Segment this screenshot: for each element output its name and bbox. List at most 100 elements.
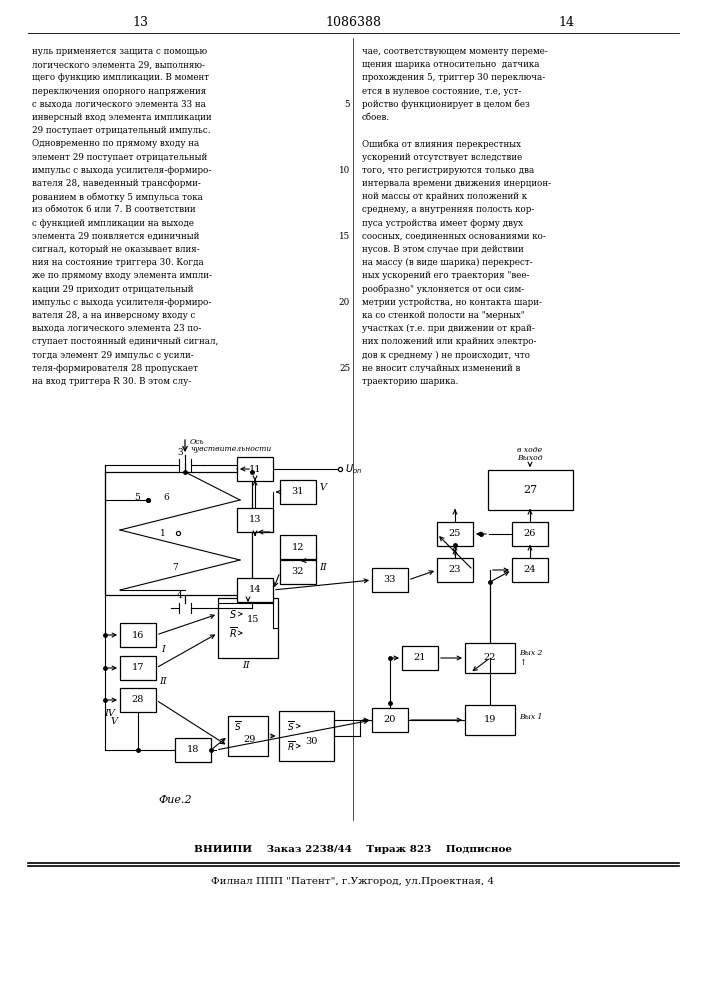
Text: них положений или крайних электро-: них положений или крайних электро- (362, 337, 537, 346)
Text: нусов. В этом случае при действии: нусов. В этом случае при действии (362, 245, 524, 254)
Text: 25: 25 (449, 530, 461, 538)
Text: V: V (110, 717, 117, 726)
Bar (237, 578, 273, 602)
Text: IV: IV (105, 710, 115, 718)
Text: ускорений отсутствует вследствие: ускорений отсутствует вследствие (362, 153, 522, 162)
Text: ных ускорений его траектория "вее-: ных ускорений его траектория "вее- (362, 271, 530, 280)
Text: 13: 13 (249, 516, 262, 524)
Text: импульс с выхода усилителя-формиро-: импульс с выхода усилителя-формиро- (32, 298, 211, 307)
Text: 29 поступает отрицательный импульс.: 29 поступает отрицательный импульс. (32, 126, 211, 135)
Bar (465, 705, 515, 735)
Bar (120, 656, 156, 680)
Text: ступает постоянный единичный сигнал,: ступает постоянный единичный сигнал, (32, 337, 218, 346)
Text: $\overline{S}$: $\overline{S}$ (229, 607, 237, 621)
Bar (120, 623, 156, 647)
Text: Ось: Ось (190, 438, 204, 446)
Text: сбоев.: сбоев. (362, 113, 390, 122)
Text: вателя 28, наведенный трансформи-: вателя 28, наведенный трансформи- (32, 179, 201, 188)
Bar (279, 711, 334, 761)
Text: логического элемента 29, выполняю-: логического элемента 29, выполняю- (32, 60, 205, 69)
Text: V: V (320, 483, 327, 491)
Bar (228, 716, 268, 756)
Text: элемент 29 поступает отрицательный: элемент 29 поступает отрицательный (32, 153, 207, 162)
Text: Ошибка от влияния перекрестных: Ошибка от влияния перекрестных (362, 139, 521, 149)
Text: переключения опорного напряжения: переключения опорного напряжения (32, 87, 206, 96)
Text: ВНИИПИ    Заказ 2238/44    Тираж 823    Подписное: ВНИИПИ Заказ 2238/44 Тираж 823 Подписное (194, 846, 512, 854)
Text: с функцией импликации на выходе: с функцией импликации на выходе (32, 219, 194, 228)
Bar (488, 470, 573, 510)
Text: тогда элемент 29 импульс с усили-: тогда элемент 29 импульс с усили- (32, 351, 194, 360)
Text: 20: 20 (384, 716, 396, 724)
Text: 4: 4 (177, 591, 183, 600)
Text: ↑: ↑ (519, 659, 526, 667)
Bar (437, 522, 473, 546)
Text: $\overline{S}$: $\overline{S}$ (287, 719, 295, 733)
Text: 6: 6 (163, 493, 169, 502)
Text: II: II (159, 678, 167, 686)
Text: участках (т.е. при движении от край-: участках (т.е. при движении от край- (362, 324, 535, 333)
Text: щения шарика относительно  датчика: щения шарика относительно датчика (362, 60, 539, 69)
Text: метрии устройства, но контакта шари-: метрии устройства, но контакта шари- (362, 298, 542, 307)
Bar (280, 480, 316, 504)
Text: 10: 10 (339, 166, 350, 175)
Text: Филнал ППП "Патент", г.Ужгород, ул.Проектная, 4: Филнал ППП "Патент", г.Ужгород, ул.Проек… (211, 878, 495, 886)
Text: траекторию шарика.: траекторию шарика. (362, 377, 458, 386)
Text: с выхода логического элемента 33 на: с выхода логического элемента 33 на (32, 100, 206, 109)
Bar (465, 643, 515, 673)
Text: 27: 27 (523, 485, 537, 495)
Text: 15: 15 (339, 232, 350, 241)
Text: нуль применяется защита с помощью: нуль применяется защита с помощью (32, 47, 207, 56)
Text: 14: 14 (249, 585, 262, 594)
Text: 24: 24 (524, 566, 536, 574)
Text: выхода логического элемента 23 по-: выхода логического элемента 23 по- (32, 324, 201, 333)
Text: в ходе: в ходе (518, 446, 542, 454)
Text: I: I (161, 645, 165, 654)
Text: 1: 1 (160, 528, 166, 538)
Text: чувствительности: чувствительности (190, 445, 271, 453)
Text: $U_{on}$: $U_{on}$ (345, 462, 362, 476)
Text: Одновременно по прямому входу на: Одновременно по прямому входу на (32, 139, 199, 148)
Text: II: II (242, 662, 250, 670)
Text: 16: 16 (132, 631, 144, 640)
Text: кации 29 приходит отрицательный: кации 29 приходит отрицательный (32, 285, 194, 294)
Text: ной массы от крайних положений к: ной массы от крайних положений к (362, 192, 527, 201)
Text: 28: 28 (132, 696, 144, 704)
Text: рованием в обмотку 5 импульса тока: рованием в обмотку 5 импульса тока (32, 192, 203, 202)
Text: сигнал, который не оказывает влия-: сигнал, который не оказывает влия- (32, 245, 200, 254)
Text: 7: 7 (172, 564, 178, 572)
Text: импульс с выхода усилителя-формиро-: импульс с выхода усилителя-формиро- (32, 166, 211, 175)
Text: ройство функционирует в целом без: ройство функционирует в целом без (362, 100, 530, 109)
Text: чае, соответствующем моменту переме-: чае, соответствующем моменту переме- (362, 47, 548, 56)
Text: 31: 31 (292, 488, 304, 496)
Text: 13: 13 (132, 15, 148, 28)
Text: Вых 1: Вых 1 (519, 713, 542, 721)
Text: $\overline{R}$: $\overline{R}$ (228, 626, 238, 640)
Text: среднему, а внутренняя полость кор-: среднему, а внутренняя полость кор- (362, 205, 534, 214)
Bar (372, 568, 408, 592)
Text: 1086388: 1086388 (325, 15, 381, 28)
Bar (120, 688, 156, 712)
Text: 23: 23 (449, 566, 461, 574)
Text: 25: 25 (339, 364, 350, 373)
Text: на массу (в виде шарика) перекрест-: на массу (в виде шарика) перекрест- (362, 258, 533, 267)
Text: 30: 30 (305, 736, 317, 746)
Bar (372, 708, 408, 732)
Bar (402, 646, 438, 670)
Bar (237, 457, 273, 481)
Text: прохождения 5, триггер 30 переключа-: прохождения 5, триггер 30 переключа- (362, 73, 545, 82)
Text: 33: 33 (384, 576, 396, 584)
Text: 5: 5 (344, 100, 350, 109)
Text: 20: 20 (339, 298, 350, 307)
Text: пуса устройства имеет форму двух: пуса устройства имеет форму двух (362, 219, 523, 228)
Text: 32: 32 (292, 568, 304, 576)
Text: 26: 26 (524, 530, 536, 538)
Text: Вых 2: Вых 2 (519, 649, 542, 657)
Text: II: II (319, 562, 327, 572)
Text: же по прямому входу элемента импли-: же по прямому входу элемента импли- (32, 271, 212, 280)
Text: 11: 11 (249, 464, 262, 474)
Text: элемента 29 появляется единичный: элемента 29 появляется единичный (32, 232, 199, 241)
Bar (105, 472, 252, 595)
Text: из обмоток 6 или 7. В соответствии: из обмоток 6 или 7. В соответствии (32, 205, 196, 214)
Text: щего функцию импликации. В момент: щего функцию импликации. В момент (32, 73, 209, 82)
Text: вателя 28, а на инверсному входу с: вателя 28, а на инверсному входу с (32, 311, 195, 320)
